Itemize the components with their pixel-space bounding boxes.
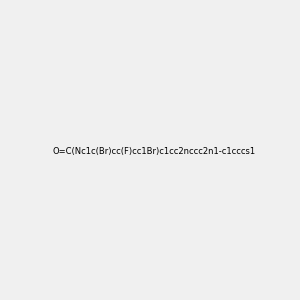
Text: O=C(Nc1c(Br)cc(F)cc1Br)c1cc2nccc2n1-c1cccs1: O=C(Nc1c(Br)cc(F)cc1Br)c1cc2nccc2n1-c1cc… bbox=[52, 147, 255, 156]
